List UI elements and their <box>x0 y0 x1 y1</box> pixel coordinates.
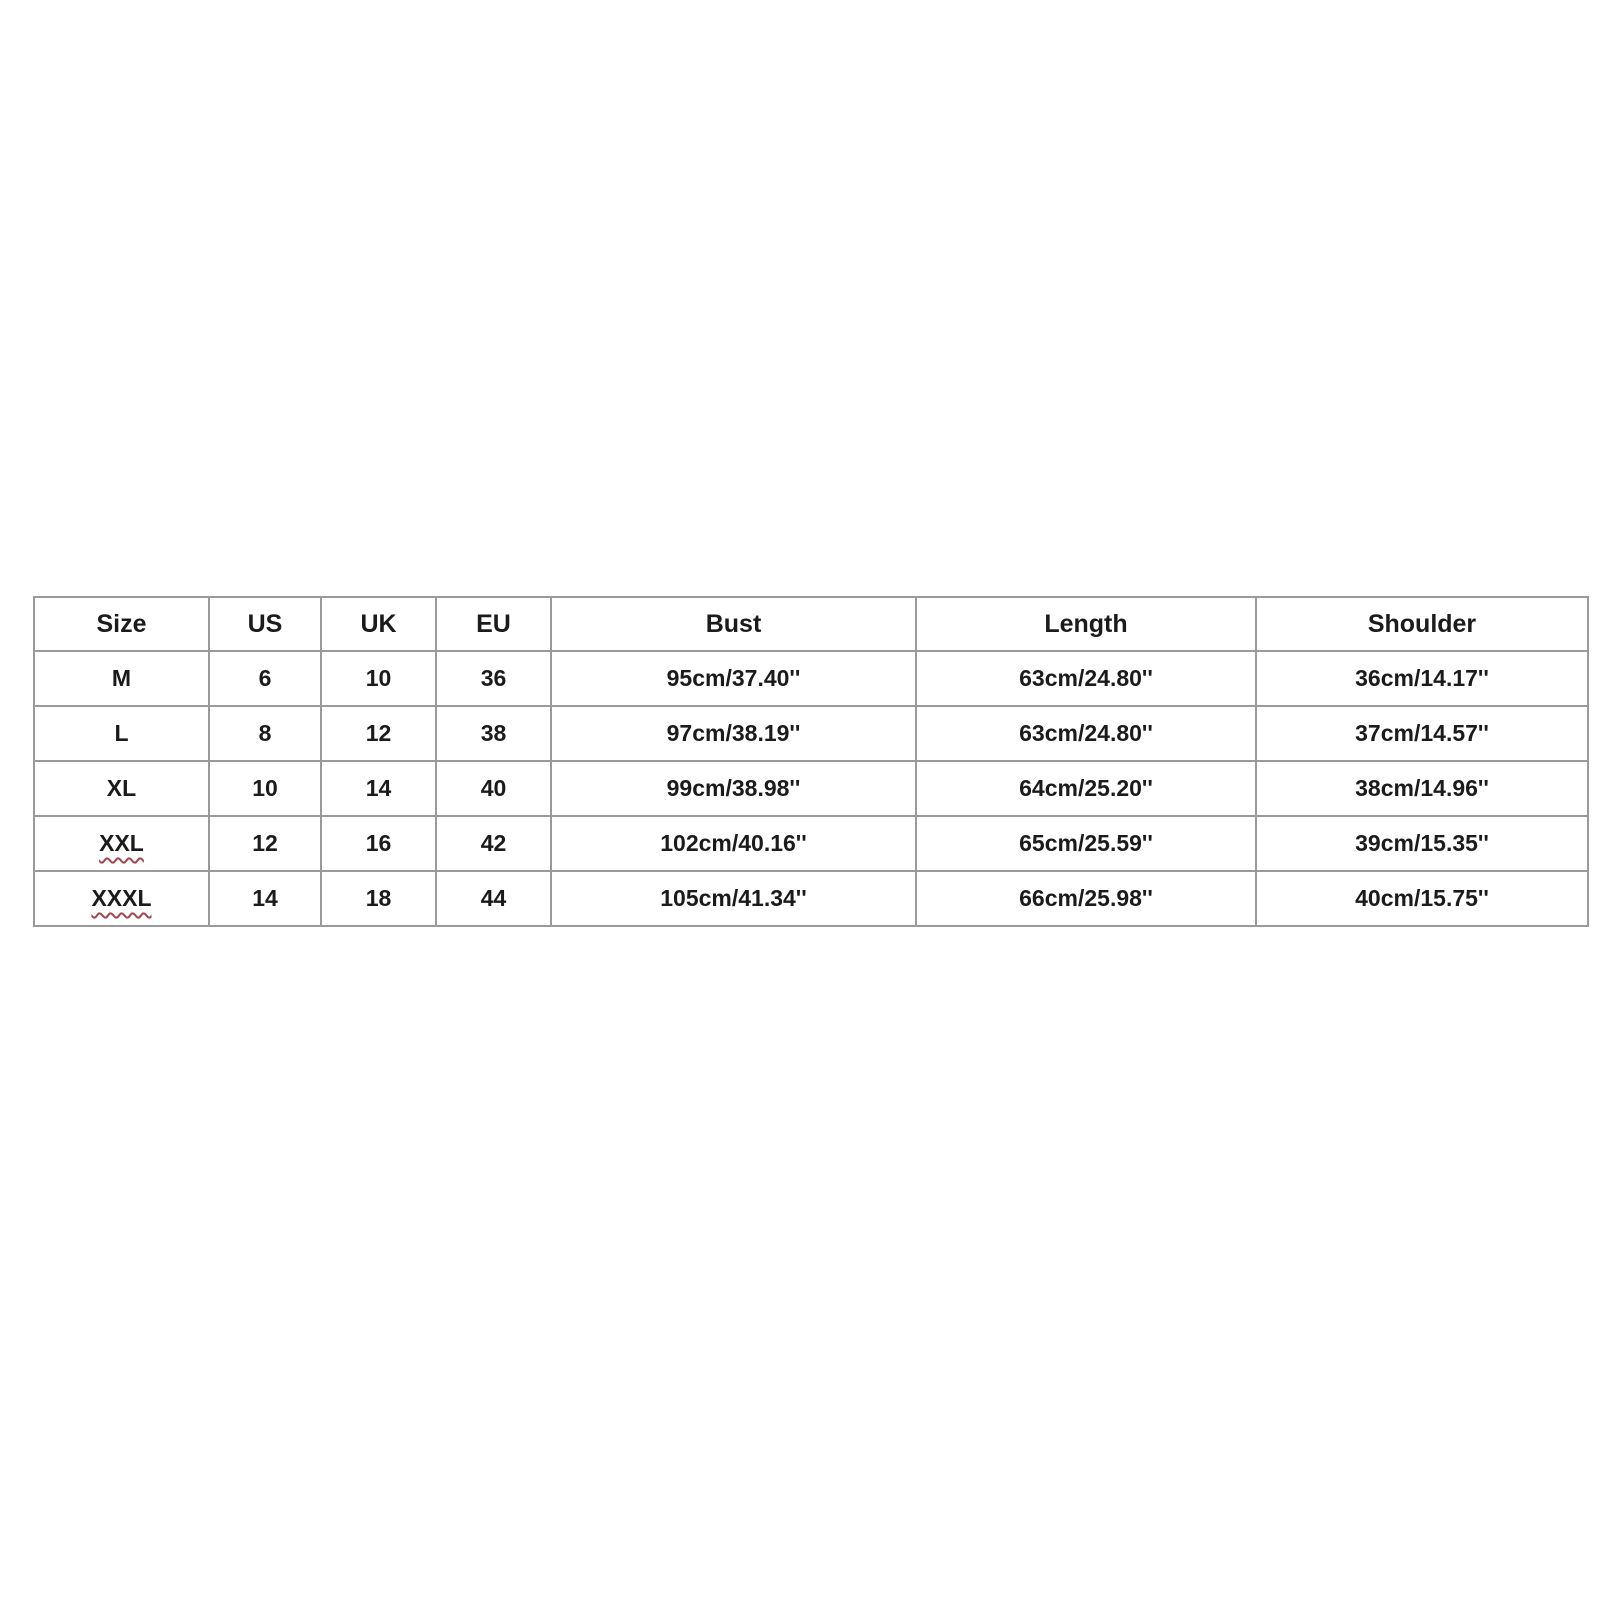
cell-bust: 105cm/41.34'' <box>550 870 917 927</box>
cell-size: M <box>33 650 210 707</box>
table-row-l: L 8 12 38 97cm/38.19'' 63cm/24.80'' 37cm… <box>33 705 1589 762</box>
cell-size: L <box>33 705 210 762</box>
table-row-m: M 6 10 36 95cm/37.40'' 63cm/24.80'' 36cm… <box>33 650 1589 707</box>
col-header-eu: EU <box>435 596 552 652</box>
size-chart: Size US UK EU Bust Length Shoulder M 6 1… <box>33 596 1589 927</box>
table-row-xxl: XXL 12 16 42 102cm/40.16'' 65cm/25.59'' … <box>33 815 1589 872</box>
cell-uk: 12 <box>320 705 437 762</box>
size-label: L <box>114 720 129 746</box>
cell-eu: 42 <box>435 815 552 872</box>
cell-size: XXXL <box>33 870 210 927</box>
size-label: XL <box>106 775 137 801</box>
cell-size: XL <box>33 760 210 817</box>
cell-length: 65cm/25.59'' <box>915 815 1257 872</box>
cell-eu: 36 <box>435 650 552 707</box>
cell-shoulder: 36cm/14.17'' <box>1255 650 1589 707</box>
cell-us: 6 <box>208 650 322 707</box>
col-header-bust: Bust <box>550 596 917 652</box>
cell-uk: 14 <box>320 760 437 817</box>
cell-eu: 38 <box>435 705 552 762</box>
cell-shoulder: 37cm/14.57'' <box>1255 705 1589 762</box>
cell-bust: 95cm/37.40'' <box>550 650 917 707</box>
cell-uk: 10 <box>320 650 437 707</box>
header-row: Size US UK EU Bust Length Shoulder <box>33 596 1589 652</box>
table-row-xxxl: XXXL 14 18 44 105cm/41.34'' 66cm/25.98''… <box>33 870 1589 927</box>
cell-eu: 44 <box>435 870 552 927</box>
col-header-shoulder: Shoulder <box>1255 596 1589 652</box>
cell-us: 8 <box>208 705 322 762</box>
size-label-spellcheck-underline: XXL <box>99 830 144 856</box>
cell-length: 63cm/24.80'' <box>915 650 1257 707</box>
cell-eu: 40 <box>435 760 552 817</box>
size-chart-table: Size US UK EU Bust Length Shoulder M 6 1… <box>33 596 1589 927</box>
col-header-length: Length <box>915 596 1257 652</box>
cell-us: 12 <box>208 815 322 872</box>
cell-shoulder: 39cm/15.35'' <box>1255 815 1589 872</box>
cell-bust: 99cm/38.98'' <box>550 760 917 817</box>
cell-bust: 97cm/38.19'' <box>550 705 917 762</box>
cell-length: 64cm/25.20'' <box>915 760 1257 817</box>
cell-shoulder: 40cm/15.75'' <box>1255 870 1589 927</box>
cell-length: 63cm/24.80'' <box>915 705 1257 762</box>
cell-shoulder: 38cm/14.96'' <box>1255 760 1589 817</box>
col-header-size: Size <box>33 596 210 652</box>
size-label: M <box>111 665 132 691</box>
cell-length: 66cm/25.98'' <box>915 870 1257 927</box>
cell-us: 14 <box>208 870 322 927</box>
cell-bust: 102cm/40.16'' <box>550 815 917 872</box>
cell-us: 10 <box>208 760 322 817</box>
col-header-us: US <box>208 596 322 652</box>
cell-uk: 18 <box>320 870 437 927</box>
cell-uk: 16 <box>320 815 437 872</box>
cell-size: XXL <box>33 815 210 872</box>
table-row-xl: XL 10 14 40 99cm/38.98'' 64cm/25.20'' 38… <box>33 760 1589 817</box>
col-header-uk: UK <box>320 596 437 652</box>
size-label-spellcheck-underline: XXXL <box>91 885 152 911</box>
